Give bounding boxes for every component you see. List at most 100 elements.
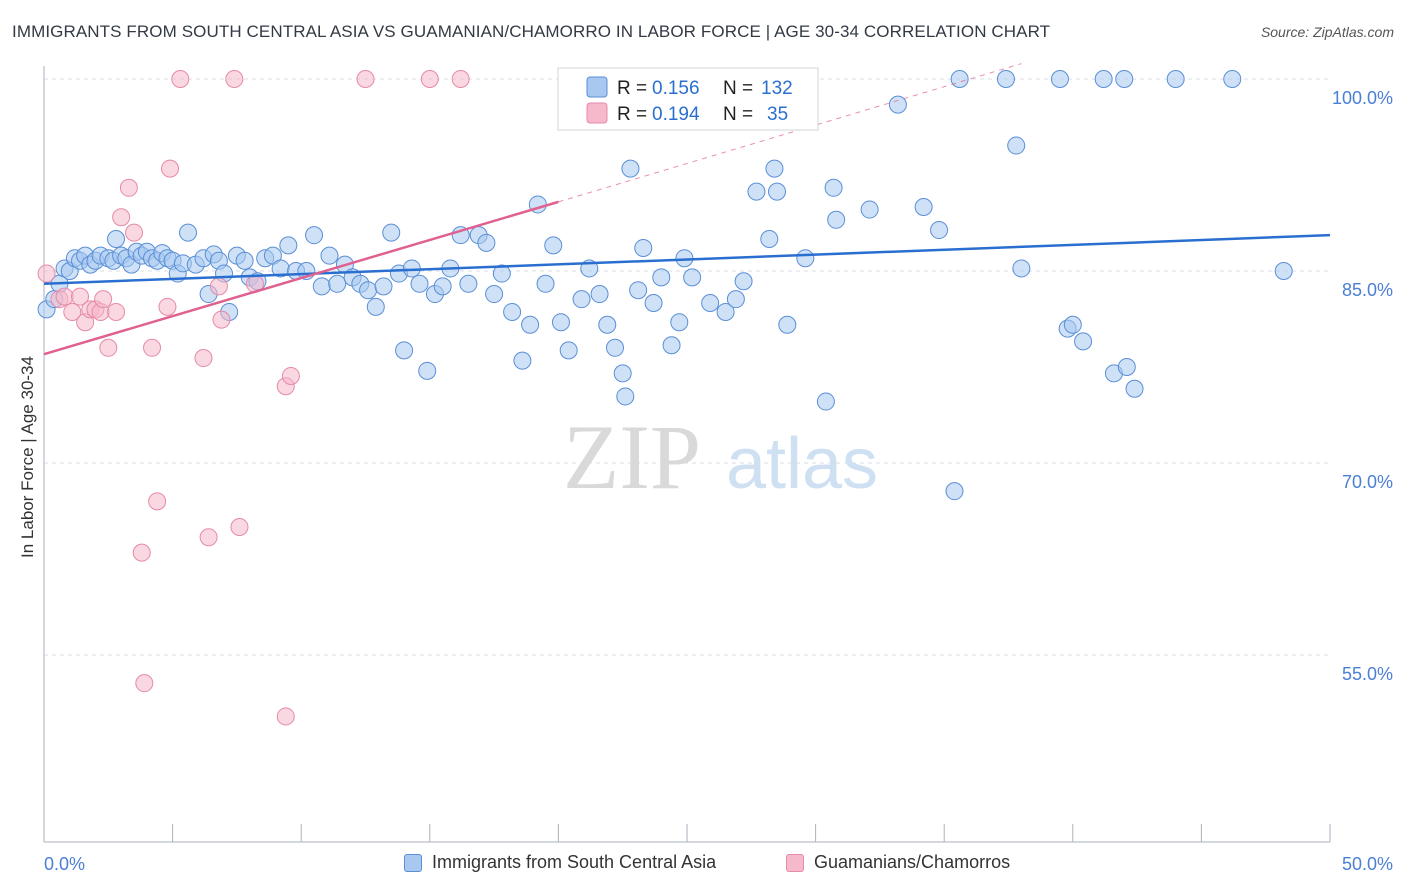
pink-point-3 (63, 302, 82, 321)
blue-point-42 (279, 236, 298, 255)
blue-point-78 (572, 290, 591, 309)
pink-point-21 (171, 70, 190, 88)
blue-point-57 (395, 341, 414, 360)
blue-point-80 (590, 285, 609, 304)
pink-point-17 (143, 338, 162, 357)
grid-lines (44, 78, 1330, 656)
series-blue-points (37, 70, 1293, 501)
x-tick-label-min: 0.0% (44, 854, 85, 874)
legend-swatch-blue (586, 76, 608, 98)
chart-source: Source: ZipAtlas.com (1260, 24, 1394, 40)
blue-point-88 (644, 294, 663, 312)
pink-point-14 (125, 223, 144, 242)
blue-point-127 (1274, 262, 1293, 280)
blue-point-13 (107, 230, 126, 248)
blue-point-71 (513, 351, 532, 370)
blue-point-70 (503, 302, 522, 321)
blue-point-120 (1094, 70, 1113, 88)
pink-point-19 (158, 297, 177, 316)
axes (43, 66, 1331, 843)
blue-point-124 (1125, 379, 1144, 398)
legend-r-label-1: R = (617, 78, 652, 99)
blue-point-125 (1166, 70, 1185, 88)
x-tick-label-max: 50.0% (1342, 854, 1393, 874)
tick-labels: 100.0% 85.0% 70.0% 55.0% 0.0% 50.0% (44, 88, 1393, 874)
blue-point-27 (179, 223, 198, 242)
pink-point-4 (71, 287, 90, 306)
blue-point-118 (1063, 315, 1082, 334)
legend-n-label-1: N = (723, 78, 758, 99)
pink-point-12 (112, 208, 131, 227)
blue-point-59 (410, 274, 429, 293)
pink-point-22 (194, 349, 213, 368)
blue-point-76 (551, 313, 570, 332)
blue-point-36 (235, 251, 254, 270)
blue-point-116 (1050, 70, 1069, 88)
blue-point-96 (726, 290, 745, 309)
blue-point-87 (634, 238, 653, 257)
blue-point-123 (1117, 358, 1136, 376)
blue-point-89 (652, 268, 671, 287)
pink-point-16 (135, 674, 154, 693)
pink-point-26 (225, 70, 244, 88)
blue-point-82 (605, 338, 624, 357)
blue-point-54 (374, 277, 393, 296)
y-tick-label-0: 100.0% (1332, 88, 1393, 108)
pink-point-15 (132, 543, 151, 562)
blue-point-65 (459, 274, 478, 293)
blue-point-48 (328, 274, 347, 293)
blue-point-53 (366, 297, 385, 316)
y-tick-label-2: 70.0% (1342, 472, 1393, 492)
blue-point-112 (950, 70, 969, 88)
blue-point-105 (824, 178, 843, 197)
blue-point-67 (477, 233, 496, 252)
pink-point-32 (356, 70, 375, 88)
blue-point-106 (827, 210, 846, 229)
pink-point-2 (55, 287, 74, 306)
blue-point-119 (1074, 332, 1093, 351)
bottom-legend-item-pink: Guamanians/Chamorros (786, 852, 1010, 873)
y-tick-label-3: 55.0% (1342, 664, 1393, 684)
pink-point-11 (107, 302, 126, 321)
blue-point-72 (521, 315, 540, 334)
blue-point-101 (768, 182, 787, 201)
pink-point-23 (199, 528, 218, 547)
watermark-zip: ZIP (563, 406, 701, 508)
blue-point-97 (734, 272, 753, 291)
watermark: ZIP atlas (563, 406, 878, 508)
bottom-legend-label-blue: Immigrants from South Central Asia (432, 852, 717, 872)
blue-point-83 (613, 364, 632, 383)
pink-point-20 (161, 159, 180, 178)
blue-point-114 (1007, 136, 1026, 155)
blue-point-108 (888, 95, 907, 114)
chart-title: IMMIGRANTS FROM SOUTH CENTRAL ASIA VS GU… (12, 22, 1051, 41)
blue-point-69 (492, 264, 511, 283)
blue-point-95 (716, 302, 735, 321)
blue-point-103 (796, 249, 815, 268)
blue-point-93 (683, 268, 702, 287)
pink-point-34 (451, 70, 470, 88)
blue-point-91 (670, 313, 689, 332)
series-pink-points (37, 70, 470, 726)
blue-point-98 (747, 182, 766, 201)
blue-point-60 (418, 361, 437, 380)
bottom-legend-swatch-blue (404, 853, 422, 872)
legend-n-value-1: 132 (761, 78, 793, 99)
blue-point-90 (662, 336, 681, 355)
pink-point-27 (230, 518, 249, 536)
blue-point-62 (433, 277, 452, 296)
blue-point-52 (359, 281, 378, 300)
pink-point-24 (209, 277, 228, 296)
legend-n-label-2: N = (723, 104, 758, 125)
pink-point-33 (420, 70, 439, 88)
pink-point-10 (99, 338, 118, 357)
blue-point-99 (760, 230, 779, 248)
blue-point-75 (544, 236, 563, 255)
blue-point-102 (778, 315, 797, 334)
blue-point-94 (701, 294, 720, 312)
pink-point-25 (212, 310, 231, 329)
blue-point-55 (382, 223, 401, 242)
y-tick-label-1: 85.0% (1342, 280, 1393, 300)
bottom-legend-swatch-pink (786, 853, 804, 872)
